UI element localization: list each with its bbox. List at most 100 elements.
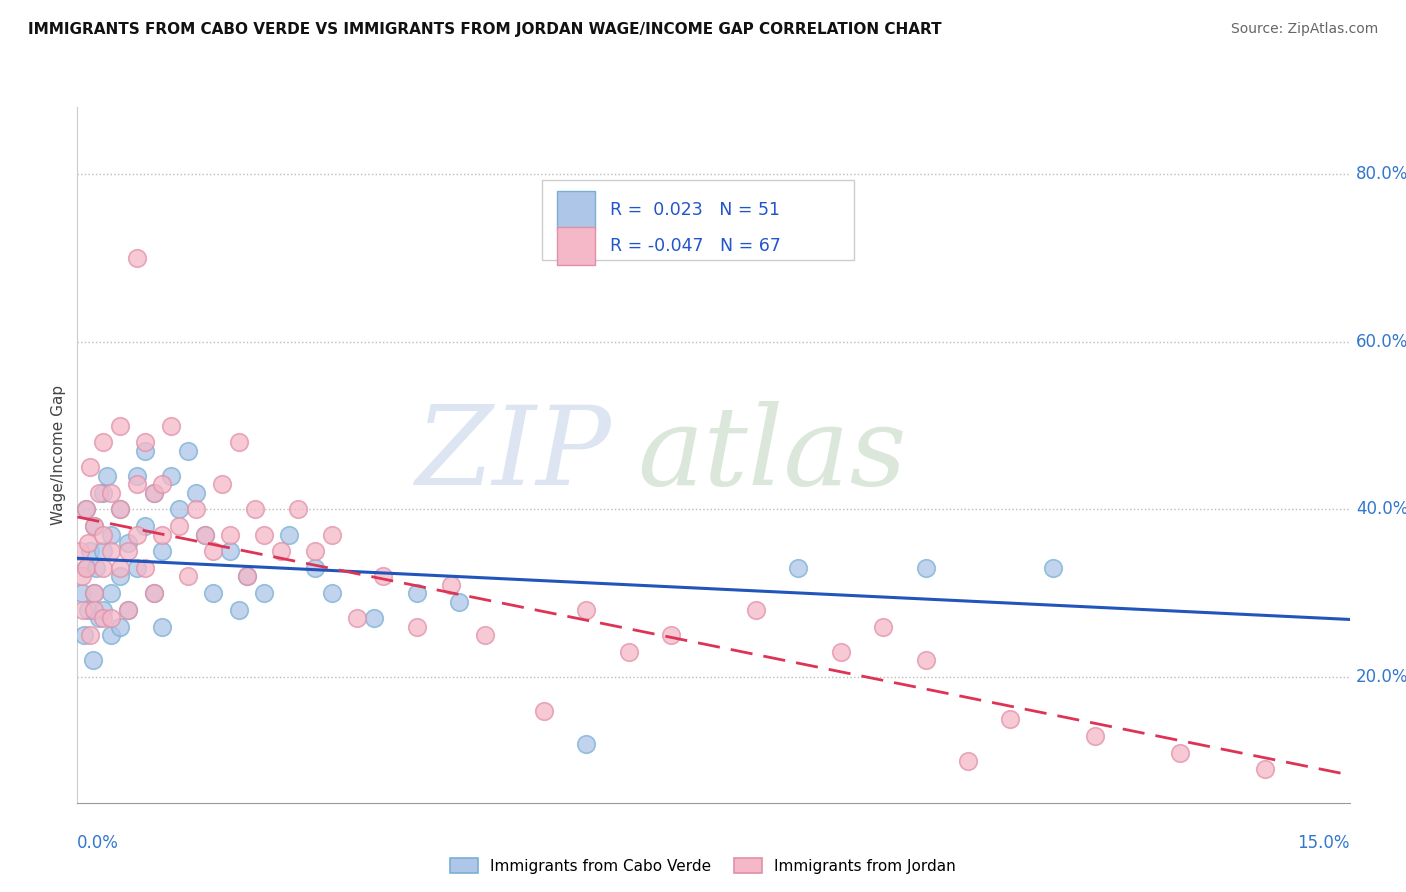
FancyBboxPatch shape [541,180,853,260]
Point [142,586,165,600]
Point [91,527,114,541]
Point [69,544,91,558]
Point [1084,729,1107,743]
Text: R = -0.047   N = 67: R = -0.047 N = 67 [610,236,782,255]
Point [125,527,148,541]
Point [270,544,292,558]
Point [474,628,496,642]
Point [1254,762,1277,776]
Point [957,754,980,768]
Bar [557,192,595,229]
Point [117,544,139,558]
Point [439,578,461,592]
Text: 40.0%: 40.0% [1357,500,1406,518]
Text: IMMIGRANTS FROM CABO VERDE VS IMMIGRANTS FROM JORDAN WAGE/INCOME GAP CORRELATION: IMMIGRANTS FROM CABO VERDE VS IMMIGRANTS… [28,22,942,37]
Point [245,502,267,516]
Text: Source: ZipAtlas.com: Source: ZipAtlas.com [1230,22,1378,37]
Point [117,536,139,550]
Point [75,502,97,516]
Point [100,485,122,500]
Point [100,527,122,541]
Point [228,435,250,450]
Point [91,544,114,558]
Point [167,519,190,533]
Point [108,502,131,516]
Point [228,603,250,617]
Point [236,569,259,583]
Point [108,418,131,433]
Point [159,468,181,483]
Point [125,477,148,491]
Point [914,561,936,575]
Point [236,569,259,583]
Point [125,251,148,265]
Point [72,603,94,617]
Point [872,620,894,634]
Point [150,477,173,491]
Point [100,586,122,600]
Point [100,611,122,625]
Point [346,611,368,625]
Point [253,527,276,541]
Point [100,628,122,642]
Point [70,586,93,600]
Point [202,586,225,600]
Point [150,544,173,558]
Point [79,460,101,475]
Point [184,485,207,500]
Point [533,704,555,718]
Point [659,628,682,642]
Point [87,611,110,625]
Point [76,603,98,617]
Point [159,418,181,433]
Point [202,544,225,558]
Point [91,485,114,500]
Point [914,653,936,667]
Point [142,485,165,500]
Point [117,603,139,617]
Point [70,569,93,583]
Point [830,645,852,659]
Point [278,527,301,541]
Point [142,485,165,500]
Point [117,603,139,617]
Text: ZIP: ZIP [416,401,612,508]
Point [142,586,165,600]
Point [83,519,105,533]
Point [219,544,242,558]
Point [211,477,233,491]
Point [1168,746,1191,760]
Point [75,561,97,575]
Point [405,620,427,634]
Point [449,594,471,608]
Point [91,561,114,575]
Point [150,620,173,634]
Point [125,468,148,483]
Point [73,628,96,642]
Point [575,603,598,617]
Point [167,502,190,516]
Y-axis label: Wage/Income Gap: Wage/Income Gap [51,384,66,525]
Point [134,519,156,533]
Point [83,603,105,617]
Point [1042,561,1064,575]
Point [82,653,104,667]
Bar [557,227,595,265]
Point [150,527,173,541]
Point [84,561,107,575]
Point [253,586,276,600]
Point [79,544,101,558]
Text: atlas: atlas [637,401,907,508]
Point [83,519,105,533]
Point [371,569,394,583]
Point [108,561,131,575]
Point [219,527,242,541]
Point [176,569,198,583]
Point [176,443,198,458]
Point [304,544,326,558]
Legend: Immigrants from Cabo Verde, Immigrants from Jordan: Immigrants from Cabo Verde, Immigrants f… [444,852,962,880]
Text: 60.0%: 60.0% [1357,333,1406,351]
Point [134,435,156,450]
Point [363,611,385,625]
Point [108,620,131,634]
